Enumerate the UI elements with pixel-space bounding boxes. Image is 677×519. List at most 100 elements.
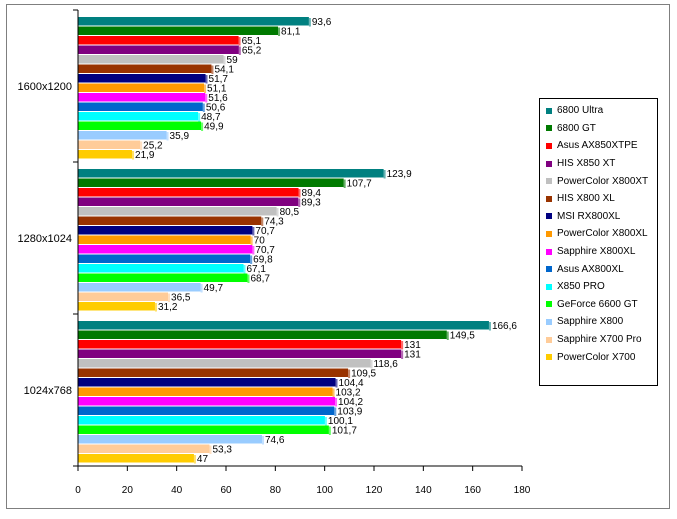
bar (78, 226, 253, 235)
bar-side (202, 103, 205, 112)
bar-side (383, 170, 386, 179)
legend-item: Asus AX800XL (546, 260, 657, 278)
data-label: 68,7 (250, 274, 270, 285)
category-label: 1280x1024 (18, 233, 72, 245)
legend-swatch (546, 266, 552, 273)
data-label: 104,4 (339, 378, 364, 389)
bar (78, 207, 277, 216)
bar-side (262, 436, 265, 445)
bar (78, 83, 205, 92)
bar (78, 74, 206, 83)
bar (78, 321, 489, 330)
bar (78, 55, 224, 64)
legend-item: Sapphire X800 (546, 313, 657, 331)
legend-swatch (546, 178, 552, 185)
legend-item: PowerColor X700 (546, 348, 657, 366)
legend-label: PowerColor X800XL (557, 228, 648, 240)
bar-side (205, 94, 208, 103)
bar-side (348, 369, 351, 378)
legend-label: HIS X800 XL (557, 193, 615, 205)
category-label: 1024x768 (24, 385, 72, 397)
bar-side (252, 246, 255, 255)
bar (78, 330, 447, 339)
bar-side (278, 27, 281, 36)
bar-side (298, 189, 301, 198)
bar-side (223, 56, 226, 65)
data-label: 80,5 (280, 207, 300, 218)
legend-item: PowerColor X800XL (546, 225, 657, 243)
bar-side (334, 407, 337, 416)
bar (78, 435, 263, 444)
data-label: 123,9 (387, 169, 412, 180)
bar-side (200, 284, 203, 293)
bar-side (343, 179, 346, 188)
bar-side (298, 198, 301, 207)
bar (78, 359, 371, 368)
bar-side (328, 426, 331, 435)
bar (78, 264, 244, 273)
bar (78, 140, 141, 149)
bar (78, 178, 344, 187)
bar-side (166, 132, 169, 141)
x-tick-label: 60 (220, 485, 232, 496)
data-label: 59 (227, 55, 239, 66)
axes-layer: 1600x1200 1280x1024 1024x768 0 20 40 60 80 100 12… (18, 9, 531, 496)
legend-swatch (546, 142, 552, 149)
data-label: 54,1 (214, 65, 234, 76)
x-tick-label: 40 (171, 485, 183, 496)
data-label: 31,2 (158, 302, 178, 313)
data-label: 101,7 (332, 426, 357, 437)
bar-side (198, 113, 201, 122)
bar-side (308, 18, 311, 27)
bar-side (243, 265, 246, 274)
legend-item: 6800 GT (546, 120, 657, 138)
bar (78, 36, 239, 45)
legend-item: Asus AX850XTPE (546, 137, 657, 155)
bar (78, 283, 201, 292)
x-tick-label: 180 (514, 485, 531, 496)
bar (78, 121, 202, 130)
legend-swatch (546, 213, 552, 220)
bar-side (250, 255, 253, 264)
category-label: 1600x1200 (18, 81, 72, 93)
legend-swatch (546, 107, 552, 114)
data-label: 81,1 (281, 27, 301, 38)
bar-side (332, 388, 335, 397)
legend-label: PowerColor X700 (557, 351, 636, 363)
legend-label: Asus AX850XTPE (557, 140, 638, 152)
bar (78, 397, 336, 406)
data-label: 25,2 (143, 141, 163, 152)
legend-label: PowerColor X800XT (557, 175, 649, 187)
bar (78, 302, 155, 311)
data-label: 131 (404, 340, 421, 351)
bar-side (276, 208, 279, 217)
data-label: 35,9 (170, 131, 190, 142)
bar-side (238, 37, 241, 46)
data-label: 21,9 (135, 150, 155, 161)
legend-swatch (546, 125, 552, 132)
data-label: 70,7 (255, 226, 275, 237)
data-label: 166,6 (492, 321, 517, 332)
legend-item: 6800 Ultra (546, 102, 657, 120)
legend-label: Asus AX800XL (557, 263, 624, 275)
bar-side (238, 46, 241, 55)
x-tick-label: 20 (122, 485, 134, 496)
bar-side (140, 141, 143, 150)
data-label: 70,7 (255, 245, 275, 256)
legend-swatch (546, 354, 552, 361)
data-label: 104,2 (338, 397, 363, 408)
bar-side (401, 341, 404, 350)
data-label: 74,3 (264, 217, 284, 228)
bar (78, 292, 169, 301)
data-label: 100,1 (328, 416, 353, 427)
data-label: 50,6 (206, 103, 226, 114)
bar (78, 254, 251, 263)
legend-item: HIS X800 XL (546, 190, 657, 208)
data-label: 51,1 (207, 84, 227, 95)
x-tick-label: 160 (464, 485, 481, 496)
bar (78, 340, 402, 349)
legend-label: Sapphire X800XL (557, 246, 636, 258)
legend-item: Sapphire X700 Pro (546, 331, 657, 349)
bar-side (261, 217, 264, 226)
bar-side (252, 227, 255, 236)
